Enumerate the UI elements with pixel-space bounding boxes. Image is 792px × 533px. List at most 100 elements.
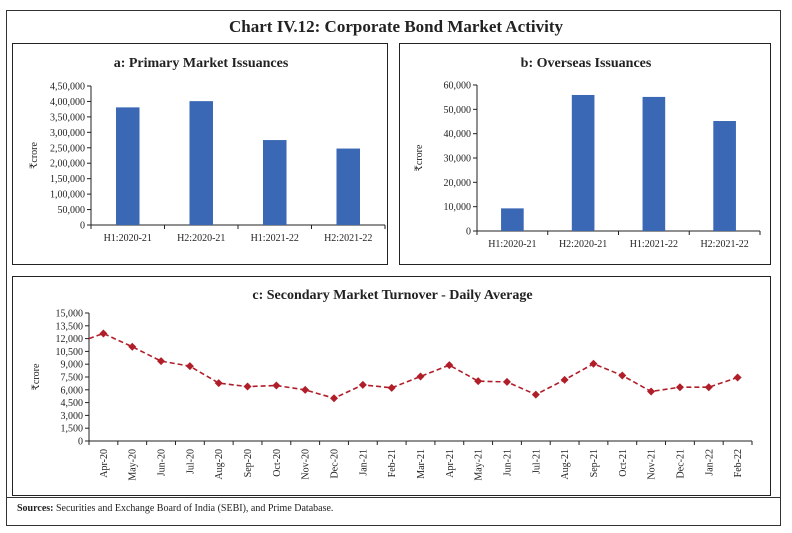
marker-Feb-22	[733, 373, 742, 382]
y-tick-label: 7,500	[61, 373, 84, 384]
sources-text: Securities and Exchange Board of India (…	[53, 503, 334, 514]
marker-May-20	[128, 342, 137, 351]
y-tick-label: 0	[78, 437, 83, 448]
chart-title: b: Overseas Issuances	[521, 56, 652, 71]
bar-H1:2021-22	[642, 96, 666, 231]
main-title: Chart IV.12: Corporate Bond Market Activ…	[229, 17, 563, 36]
marker-Sep-21	[589, 359, 598, 368]
panel-secondary-turnover: c: Secondary Market Turnover - Daily Ave…	[12, 276, 771, 496]
y-tick-label: 6,000	[61, 385, 84, 396]
marker-Apr-21	[445, 361, 454, 370]
y-tick-label: 3,000	[61, 411, 84, 422]
x-tick-label: Aug-20	[214, 449, 225, 480]
marker-Aug-21	[560, 375, 569, 384]
marker-Jul-21	[531, 390, 540, 399]
x-tick-label: H1:2021-22	[251, 233, 299, 244]
x-tick-label: H1:2020-21	[488, 239, 536, 250]
y-tick-label: 10,000	[444, 202, 472, 213]
bar-H2:2020-21	[571, 94, 595, 231]
marker-Apr-20	[99, 329, 108, 338]
chart-title: a: Primary Market Issuances	[114, 56, 289, 71]
y-tick-label: 4,00,000	[50, 97, 85, 108]
marker-Sep-20	[243, 382, 252, 391]
bar-H1:2020-21	[501, 208, 524, 231]
x-tick-label: Feb-21	[387, 449, 398, 477]
bar-H2:2020-21	[189, 101, 214, 225]
bar-H1:2021-22	[262, 140, 287, 225]
x-tick-label: Oct-21	[618, 449, 629, 477]
x-tick-label: Jun-20	[157, 449, 168, 476]
x-tick-label: Dec-20	[330, 449, 341, 478]
marker-Dec-21	[675, 383, 684, 392]
y-tick-label: 20,000	[444, 178, 472, 189]
x-tick-label: Sep-21	[589, 449, 600, 477]
x-tick-label: H1:2020-21	[104, 233, 152, 244]
y-tick-label: 3,50,000	[50, 112, 85, 123]
y-tick-label: 10,500	[56, 347, 84, 358]
y-tick-label: 1,00,000	[50, 190, 85, 201]
y-axis-label: ₹crore	[29, 141, 40, 168]
y-tick-label: 2,00,000	[50, 159, 85, 170]
x-tick-label: H1:2021-22	[630, 239, 678, 250]
x-tick-label: Mar-21	[416, 449, 427, 479]
y-tick-label: 2,50,000	[50, 143, 85, 154]
y-tick-label: 50,000	[58, 205, 86, 216]
bar-H1:2020-21	[115, 107, 140, 225]
x-tick-label: May-20	[128, 449, 139, 481]
x-tick-label: H2:2021-22	[700, 239, 748, 250]
y-tick-label: 15,000	[56, 309, 84, 320]
marker-Jun-21	[502, 377, 511, 386]
x-tick-label: H2:2020-21	[559, 239, 607, 250]
y-tick-label: 12,000	[56, 334, 84, 345]
marker-Dec-20	[330, 394, 339, 403]
y-axis-label: ₹crore	[414, 144, 425, 171]
marker-May-21	[474, 377, 483, 386]
x-tick-label: Oct-20	[272, 449, 283, 477]
x-tick-label: Dec-21	[675, 449, 686, 478]
x-tick-label: Apr-21	[445, 449, 456, 478]
y-tick-label: 1,500	[61, 424, 84, 435]
y-tick-label: 0	[466, 227, 471, 238]
overseas-chart: b: Overseas Issuances 0 10,000 20,000 30,000…	[414, 56, 761, 250]
y-tick-label: 1,50,000	[50, 174, 85, 185]
sources-note: Sources: Securities and Exchange Board o…	[17, 503, 333, 514]
marker-Oct-20	[272, 381, 281, 390]
divider	[6, 497, 781, 498]
figure-frame	[6, 10, 781, 526]
marker-Feb-21	[387, 383, 396, 392]
x-tick-label: Jan-21	[358, 449, 369, 476]
panel-primary-market: a: Primary Market Issuances 0 50,000 1,00,0…	[12, 43, 388, 265]
y-tick-label: 50,000	[444, 105, 472, 116]
x-tick-label: Jun-21	[502, 449, 513, 476]
bar-H2:2021-22	[713, 121, 736, 231]
x-tick-label: Jan-22	[704, 449, 715, 476]
marker-Jan-21	[358, 380, 367, 389]
y-axis-label: ₹crore	[31, 363, 42, 390]
marker-Jan-22	[704, 383, 713, 392]
marker-Mar-21	[416, 372, 425, 381]
x-tick-label: Nov-21	[647, 449, 658, 480]
y-tick-label: 60,000	[444, 81, 472, 92]
x-tick-label: Feb-22	[733, 449, 744, 477]
sources-label: Sources:	[17, 503, 54, 514]
x-tick-label: H2:2020-21	[177, 233, 225, 244]
x-tick-label: Sep-20	[243, 449, 254, 477]
x-tick-label: May-21	[474, 449, 485, 481]
marker-Aug-20	[214, 379, 223, 388]
x-tick-label: Nov-20	[301, 449, 312, 480]
y-tick-label: 4,500	[61, 398, 84, 409]
x-tick-label: Jul-21	[531, 449, 542, 474]
y-tick-label: 9,000	[61, 360, 84, 371]
turnover-line	[88, 332, 738, 400]
marker-Nov-21	[647, 387, 656, 396]
x-tick-label: Apr-20	[99, 449, 110, 478]
marker-Jul-20	[185, 362, 194, 371]
x-tick-label: H2:2021-22	[324, 233, 372, 244]
chart-title: c: Secondary Market Turnover - Daily Ave…	[252, 288, 532, 303]
y-tick-label: 13,500	[56, 321, 84, 332]
x-tick-label: Aug-21	[560, 449, 571, 480]
panel-overseas: b: Overseas Issuances 0 10,000 20,000 30,000…	[399, 43, 771, 265]
primary-market-chart: a: Primary Market Issuances 0 50,000 1,00,0…	[29, 56, 386, 244]
bar-H2:2021-22	[336, 148, 361, 225]
marker-Jun-20	[157, 357, 166, 366]
